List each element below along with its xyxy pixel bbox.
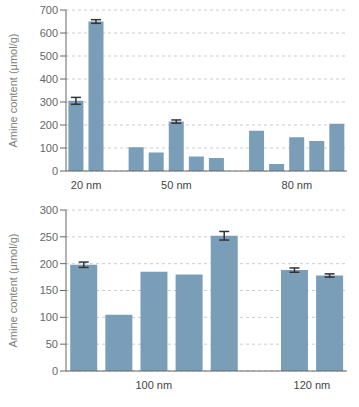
svg-text:Amine content (μmol/g): Amine content (μmol/g): [8, 234, 19, 348]
svg-text:Amine content (μmol/g): Amine content (μmol/g): [8, 34, 19, 148]
svg-text:250: 250: [40, 231, 58, 243]
svg-text:0: 0: [52, 165, 58, 177]
svg-text:80 nm: 80 nm: [282, 179, 313, 191]
svg-text:700: 700: [40, 4, 58, 16]
svg-text:20 nm: 20 nm: [71, 179, 102, 191]
svg-text:50: 50: [46, 338, 58, 350]
svg-text:300: 300: [40, 204, 58, 216]
svg-text:120 nm: 120 nm: [294, 379, 331, 391]
svg-text:200: 200: [40, 119, 58, 131]
svg-text:200: 200: [40, 258, 58, 270]
svg-text:100: 100: [40, 142, 58, 154]
svg-text:50 nm: 50 nm: [161, 179, 192, 191]
svg-text:400: 400: [40, 73, 58, 85]
svg-text:500: 500: [40, 50, 58, 62]
svg-text:600: 600: [40, 27, 58, 39]
svg-text:100 nm: 100 nm: [135, 379, 172, 391]
svg-text:0: 0: [52, 365, 58, 377]
svg-text:150: 150: [40, 284, 58, 296]
svg-text:300: 300: [40, 96, 58, 108]
svg-text:100: 100: [40, 311, 58, 323]
